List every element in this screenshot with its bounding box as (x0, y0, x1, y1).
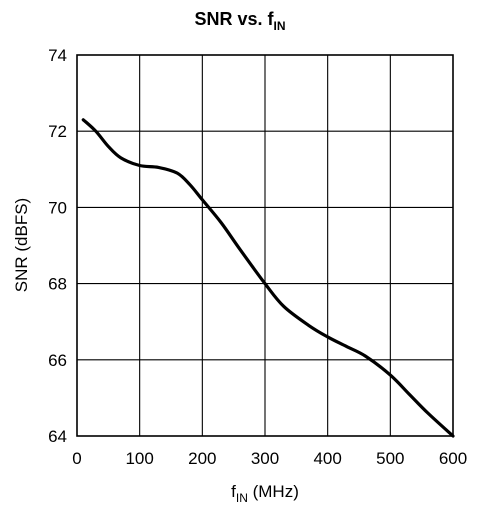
chart-title-subscript: IN (274, 19, 286, 33)
x-tick-label: 100 (125, 449, 153, 468)
y-tick-label: 68 (48, 275, 67, 294)
grid (77, 55, 453, 436)
y-tick-labels: 64 66 68 70 72 74 (48, 46, 67, 446)
series-line (81, 118, 455, 438)
x-tick-label: 0 (72, 449, 81, 468)
x-tick-labels: 0 100 200 300 400 500 600 (72, 449, 467, 468)
x-axis-label-subscript: IN (236, 491, 248, 505)
plot-frame (76, 54, 454, 437)
y-tick-label: 66 (48, 351, 67, 370)
x-tick-label: 600 (439, 449, 467, 468)
y-tick-label: 64 (48, 427, 67, 446)
chart-title-main: SNR vs. f (194, 9, 274, 29)
y-tick-label: 74 (48, 46, 67, 65)
x-axis-label-main: f (231, 482, 236, 501)
y-tick-label: 72 (48, 122, 67, 141)
x-tick-label: 500 (376, 449, 404, 468)
y-tick-label: 70 (48, 198, 67, 217)
chart-title: SNR vs. fIN (194, 9, 285, 33)
x-axis-label: fIN (MHz) (231, 482, 299, 505)
x-tick-label: 200 (188, 449, 216, 468)
x-axis-label-unit: (MHz) (248, 482, 299, 501)
x-tick-label: 300 (251, 449, 279, 468)
y-axis-label: SNR (dBFS) (12, 198, 31, 292)
x-tick-label: 400 (313, 449, 341, 468)
